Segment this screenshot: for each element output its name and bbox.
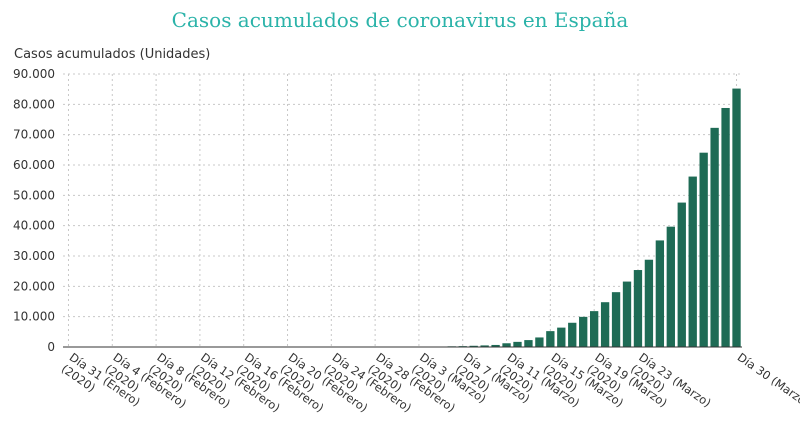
chart-title: Casos acumulados de coronavirus en Españ… <box>171 8 629 32</box>
y-tick-label: 50.000 <box>13 188 55 202</box>
bar <box>655 240 665 347</box>
bar <box>568 322 577 347</box>
bar <box>524 340 533 347</box>
bar <box>633 270 643 347</box>
y-tick-label: 10.000 <box>13 310 55 324</box>
bar <box>535 337 544 347</box>
bar <box>611 292 621 347</box>
bar <box>721 107 730 348</box>
y-tick-label: 90.000 <box>13 67 55 81</box>
bar <box>677 202 686 347</box>
y-tick-label: 0 <box>47 340 55 354</box>
bar <box>600 302 610 347</box>
y-tick-label: 80.000 <box>13 97 55 111</box>
y-axis-label: Casos acumulados (Unidades) <box>14 47 211 62</box>
bar <box>502 343 511 347</box>
bar <box>491 344 500 347</box>
bar <box>469 345 478 347</box>
x-tick-label: Día 30 (Marzo <box>735 350 800 408</box>
y-tick-label: 30.000 <box>13 249 55 263</box>
y-tick-label: 70.000 <box>13 128 55 142</box>
y-tick-label: 20.000 <box>13 279 55 293</box>
y-tick-label: 60.000 <box>13 158 55 172</box>
bar <box>513 341 522 347</box>
bar <box>589 311 599 347</box>
bar <box>546 331 555 347</box>
bar <box>666 226 675 347</box>
bar <box>644 259 654 347</box>
bar <box>579 316 588 347</box>
bar <box>710 127 719 347</box>
bar <box>688 176 697 347</box>
y-tick-label: 40.000 <box>13 219 55 233</box>
bar <box>699 152 708 347</box>
bar <box>732 88 741 347</box>
bar <box>557 327 566 347</box>
bar <box>622 281 632 347</box>
bar <box>480 345 489 347</box>
